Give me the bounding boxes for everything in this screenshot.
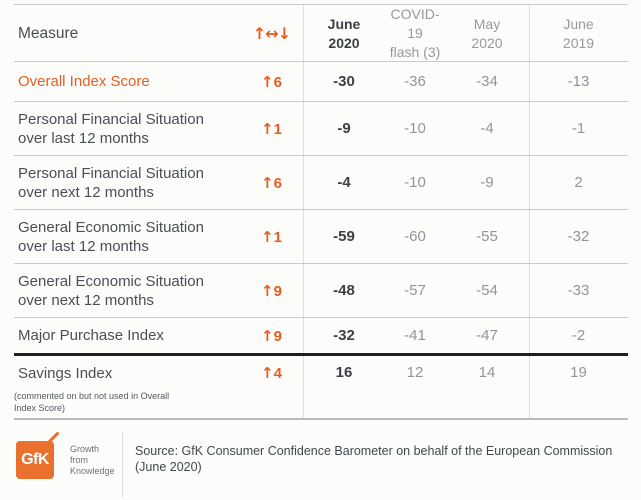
value-june-2020: -30 — [333, 73, 355, 90]
confidence-table: Measure ↑↔↓ June 2020 COVID-19 flash (3)… — [14, 4, 628, 420]
row-label: Overall Index Score — [18, 73, 150, 90]
change-cell: ↑1 — [240, 120, 303, 138]
table-row-ges-last-12: General Economic Situation over last 12 … — [14, 210, 628, 264]
measure-column-header: Measure — [18, 25, 79, 42]
row-label: Personal Financial Situation over last 1… — [18, 110, 204, 147]
value-june-2020: -4 — [337, 174, 351, 191]
up-arrow-icon: ↑ — [261, 227, 274, 246]
column-header-may-2020: May 2020 — [471, 15, 503, 51]
value-june-2020: -9 — [337, 120, 351, 137]
change-value: 9 — [273, 327, 282, 345]
value-june-2019: 19 — [570, 364, 587, 381]
value-covid19-flash: -10 — [404, 174, 426, 191]
change-cell: ↑6 — [240, 73, 303, 91]
change-cell: ↑6 — [240, 174, 303, 192]
change-value: 6 — [273, 174, 282, 192]
value-covid19-flash: -41 — [404, 327, 426, 344]
up-arrow-icon: ↑ — [261, 119, 274, 138]
up-arrow-icon: ↑ — [261, 72, 274, 91]
column-divider-right — [529, 4, 530, 420]
value-covid19-flash: 12 — [406, 364, 424, 381]
change-value: 9 — [273, 282, 282, 300]
value-june-2019: 2 — [574, 174, 583, 191]
up-arrow-icon: ↑ — [261, 173, 274, 192]
column-header-june-2020: June 2020 — [327, 15, 361, 51]
gfk-logo: GfK — [16, 431, 60, 479]
up-arrow-icon: ↑ — [261, 281, 274, 300]
value-may-2020: -4 — [480, 120, 494, 137]
change-cell: ↑9 — [240, 282, 303, 300]
change-arrows-icon: ↑↔↓ — [240, 24, 303, 44]
change-value: 1 — [273, 120, 282, 138]
value-june-2020: -48 — [333, 282, 355, 299]
row-label: General Economic Situation over last 12 … — [18, 218, 204, 255]
value-june-2019: -2 — [571, 327, 586, 344]
value-covid19-flash: -36 — [404, 73, 426, 90]
gfk-logo-slash-icon — [45, 431, 60, 446]
up-arrow-icon: ↑ — [261, 364, 274, 382]
column-header-june-2019: June 2019 — [562, 15, 595, 51]
row-label: Major Purchase Index — [18, 327, 164, 344]
footer-divider — [122, 431, 123, 497]
value-may-2020: -54 — [476, 282, 498, 299]
value-june-2019: -32 — [567, 228, 590, 245]
table-row-overall-index: Overall Index Score ↑6 -30 -36 -34 -13 — [14, 62, 628, 102]
change-cell: ↑9 — [240, 327, 303, 345]
table-row-major-purchase: Major Purchase Index ↑9 -32 -41 -47 -2 — [14, 318, 628, 356]
value-may-2020: -47 — [476, 327, 498, 344]
row-label: General Economic Situation over next 12 … — [18, 272, 204, 309]
change-value: 6 — [273, 73, 282, 91]
value-covid19-flash: -60 — [404, 228, 426, 245]
value-june-2019: -1 — [571, 120, 586, 137]
value-may-2020: -9 — [480, 174, 494, 191]
change-cell: ↑4 — [240, 356, 303, 382]
value-covid19-flash: -57 — [404, 282, 426, 299]
value-may-2020: -55 — [476, 228, 498, 245]
value-june-2020: -32 — [333, 327, 355, 344]
value-may-2020: 14 — [478, 364, 496, 381]
change-cell: ↑1 — [240, 228, 303, 246]
table-header-row: Measure ↑↔↓ June 2020 COVID-19 flash (3)… — [14, 4, 628, 62]
column-divider-left — [303, 4, 304, 420]
table-row-pfs-last-12: Personal Financial Situation over last 1… — [14, 102, 628, 156]
value-june-2019: -13 — [567, 73, 590, 90]
table-row-savings-index: Savings Index (commented on but not used… — [14, 356, 628, 420]
row-label-group: Savings Index (commented on but not used… — [14, 356, 240, 414]
value-june-2020: -59 — [333, 228, 355, 245]
table-row-ges-next-12: General Economic Situation over next 12 … — [14, 264, 628, 318]
value-june-2019: -33 — [567, 282, 590, 299]
value-may-2020: -34 — [476, 73, 498, 90]
gfk-tagline: Growth from Knowledge — [70, 444, 115, 476]
row-label: Savings Index — [18, 365, 113, 382]
change-value: 4 — [273, 365, 282, 382]
change-value: 1 — [273, 228, 282, 246]
value-june-2020: 16 — [335, 364, 353, 381]
gfk-logo-text: GfK — [21, 451, 49, 468]
row-footnote: (commented on but not used in Overall In… — [14, 391, 170, 413]
column-header-covid19-flash: COVID-19 flash (3) — [389, 6, 441, 60]
row-label: Personal Financial Situation over next 1… — [18, 164, 204, 201]
source-attribution: Source: GfK Consumer Confidence Baromete… — [135, 444, 613, 474]
up-arrow-icon: ↑ — [261, 326, 274, 345]
table-row-pfs-next-12: Personal Financial Situation over next 1… — [14, 156, 628, 210]
value-covid19-flash: -10 — [404, 120, 426, 137]
up-leftright-down-arrows-icon: ↑↔↓ — [252, 23, 291, 43]
